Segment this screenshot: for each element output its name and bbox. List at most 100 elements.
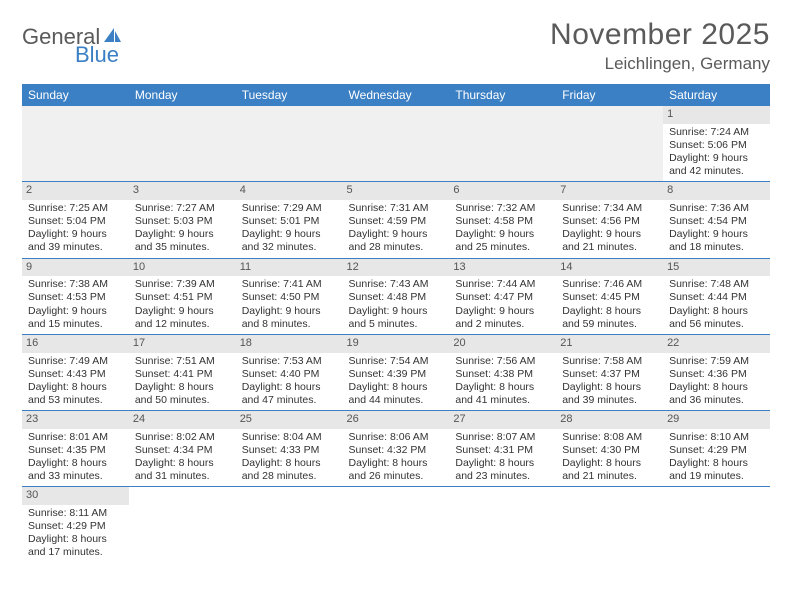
day-number: 15 — [663, 259, 770, 277]
day-number: 28 — [556, 411, 663, 429]
calendar-day: 13Sunrise: 7:44 AMSunset: 4:47 PMDayligh… — [449, 258, 556, 334]
calendar-day: 20 Sunrise: 7:56 AMSunset: 4:38 PMDayligh… — [449, 334, 556, 410]
calendar-day: 7 Sunrise: 7:34 AMSunset: 4:56 PMDaylight… — [556, 182, 663, 258]
day-number: 1 — [663, 106, 770, 124]
day-details: Sunrise: 7:58 AMSunset: 4:37 PMDaylight:… — [562, 355, 657, 408]
day-details: Sunrise: 7:32 AMSunset: 4:58 PMDaylight:… — [455, 202, 550, 255]
location: Leichlingen, Germany — [550, 54, 770, 74]
title-block: November 2025 Leichlingen, Germany — [550, 18, 770, 74]
day-details: Sunrise: 8:08 AMSunset: 4:30 PMDaylight:… — [562, 431, 657, 484]
weekday-header: Thursday — [449, 84, 556, 106]
day-details: Sunrise: 8:01 AMSunset: 4:35 PMDaylight:… — [28, 431, 123, 484]
day-number: 7 — [556, 182, 663, 200]
calendar-day: 22 Sunrise: 7:59 AMSunset: 4:36 PMDayligh… — [663, 334, 770, 410]
calendar-empty — [343, 487, 450, 563]
day-number: 6 — [449, 182, 556, 200]
day-details: Sunrise: 7:46 AMSunset: 4:45 PMDaylight:… — [562, 278, 657, 331]
day-details: Sunrise: 8:11 AMSunset: 4:29 PMDaylight:… — [28, 507, 123, 560]
day-number: 10 — [129, 259, 236, 277]
weekday-header: Friday — [556, 84, 663, 106]
calendar-day: 9Sunrise: 7:38 AMSunset: 4:53 PMDaylight… — [22, 258, 129, 334]
weekday-header: Monday — [129, 84, 236, 106]
day-details: Sunrise: 7:49 AMSunset: 4:43 PMDaylight:… — [28, 355, 123, 408]
calendar-day: 2 Sunrise: 7:25 AMSunset: 5:04 PMDaylight… — [22, 182, 129, 258]
calendar-day: 23 Sunrise: 8:01 AMSunset: 4:35 PMDayligh… — [22, 411, 129, 487]
calendar-day: 28 Sunrise: 8:08 AMSunset: 4:30 PMDayligh… — [556, 411, 663, 487]
day-details: Sunrise: 7:43 AMSunset: 4:48 PMDaylight:… — [349, 278, 444, 331]
calendar-day: 21 Sunrise: 7:58 AMSunset: 4:37 PMDayligh… — [556, 334, 663, 410]
day-number: 21 — [556, 335, 663, 353]
day-details: Sunrise: 7:59 AMSunset: 4:36 PMDaylight:… — [669, 355, 764, 408]
calendar-row: 16 Sunrise: 7:49 AMSunset: 4:43 PMDayligh… — [22, 334, 770, 410]
day-details: Sunrise: 7:36 AMSunset: 4:54 PMDaylight:… — [669, 202, 764, 255]
calendar-day: 4Sunrise: 7:29 AMSunset: 5:01 PMDaylight… — [236, 182, 343, 258]
day-number: 23 — [22, 411, 129, 429]
day-details: Sunrise: 7:56 AMSunset: 4:38 PMDaylight:… — [455, 355, 550, 408]
day-details: Sunrise: 7:54 AMSunset: 4:39 PMDaylight:… — [349, 355, 444, 408]
day-number: 17 — [129, 335, 236, 353]
weekday-header: Saturday — [663, 84, 770, 106]
calendar-row: 30 Sunrise: 8:11 AMSunset: 4:29 PMDayligh… — [22, 487, 770, 563]
day-details: Sunrise: 7:39 AMSunset: 4:51 PMDaylight:… — [135, 278, 230, 331]
day-number: 8 — [663, 182, 770, 200]
weekday-header: Wednesday — [343, 84, 450, 106]
day-details: Sunrise: 7:31 AMSunset: 4:59 PMDaylight:… — [349, 202, 444, 255]
day-details: Sunrise: 7:29 AMSunset: 5:01 PMDaylight:… — [242, 202, 337, 255]
month-title: November 2025 — [550, 18, 770, 52]
calendar-empty — [236, 487, 343, 563]
weekday-header: Tuesday — [236, 84, 343, 106]
day-details: Sunrise: 7:38 AMSunset: 4:53 PMDaylight:… — [28, 278, 123, 331]
day-number: 18 — [236, 335, 343, 353]
day-number: 3 — [129, 182, 236, 200]
day-details: Sunrise: 7:48 AMSunset: 4:44 PMDaylight:… — [669, 278, 764, 331]
day-details: Sunrise: 7:51 AMSunset: 4:41 PMDaylight:… — [135, 355, 230, 408]
header: General November 2025 Leichlingen, Germa… — [22, 18, 770, 74]
day-details: Sunrise: 8:06 AMSunset: 4:32 PMDaylight:… — [349, 431, 444, 484]
day-details: Sunrise: 8:04 AMSunset: 4:33 PMDaylight:… — [242, 431, 337, 484]
calendar-row: 2 Sunrise: 7:25 AMSunset: 5:04 PMDaylight… — [22, 182, 770, 258]
calendar-day: 25 Sunrise: 8:04 AMSunset: 4:33 PMDayligh… — [236, 411, 343, 487]
day-number: 20 — [449, 335, 556, 353]
calendar-day: 11Sunrise: 7:41 AMSunset: 4:50 PMDayligh… — [236, 258, 343, 334]
day-number: 2 — [22, 182, 129, 200]
day-number: 16 — [22, 335, 129, 353]
day-details: Sunrise: 7:41 AMSunset: 4:50 PMDaylight:… — [242, 278, 337, 331]
day-number: 13 — [449, 259, 556, 277]
day-number: 25 — [236, 411, 343, 429]
calendar-day: 19 Sunrise: 7:54 AMSunset: 4:39 PMDayligh… — [343, 334, 450, 410]
calendar-table: SundayMondayTuesdayWednesdayThursdayFrid… — [22, 84, 770, 563]
calendar-day: 16 Sunrise: 7:49 AMSunset: 4:43 PMDayligh… — [22, 334, 129, 410]
calendar-empty — [663, 487, 770, 563]
calendar-day: 24Sunrise: 8:02 AMSunset: 4:34 PMDayligh… — [129, 411, 236, 487]
day-number: 19 — [343, 335, 450, 353]
calendar-day: 15Sunrise: 7:48 AMSunset: 4:44 PMDayligh… — [663, 258, 770, 334]
calendar-row: 23 Sunrise: 8:01 AMSunset: 4:35 PMDayligh… — [22, 411, 770, 487]
day-number: 26 — [343, 411, 450, 429]
calendar-empty — [22, 106, 129, 182]
calendar-day: 14Sunrise: 7:46 AMSunset: 4:45 PMDayligh… — [556, 258, 663, 334]
calendar-day: 26 Sunrise: 8:06 AMSunset: 4:32 PMDayligh… — [343, 411, 450, 487]
day-number: 5 — [343, 182, 450, 200]
calendar-day: 17 Sunrise: 7:51 AMSunset: 4:41 PMDayligh… — [129, 334, 236, 410]
calendar-day: 5 Sunrise: 7:31 AMSunset: 4:59 PMDaylight… — [343, 182, 450, 258]
calendar-empty — [556, 487, 663, 563]
day-details: Sunrise: 7:34 AMSunset: 4:56 PMDaylight:… — [562, 202, 657, 255]
calendar-empty — [343, 106, 450, 182]
day-number: 11 — [236, 259, 343, 277]
day-number: 30 — [22, 487, 129, 505]
calendar-day: 10Sunrise: 7:39 AMSunset: 4:51 PMDayligh… — [129, 258, 236, 334]
day-details: Sunrise: 7:24 AMSunset: 5:06 PMDaylight:… — [669, 126, 764, 179]
calendar-day: 27Sunrise: 8:07 AMSunset: 4:31 PMDayligh… — [449, 411, 556, 487]
day-details: Sunrise: 7:53 AMSunset: 4:40 PMDaylight:… — [242, 355, 337, 408]
calendar-row: 1 Sunrise: 7:24 AMSunset: 5:06 PMDaylight… — [22, 106, 770, 182]
day-number: 14 — [556, 259, 663, 277]
day-number: 24 — [129, 411, 236, 429]
weekday-header: Sunday — [22, 84, 129, 106]
day-details: Sunrise: 8:07 AMSunset: 4:31 PMDaylight:… — [455, 431, 550, 484]
calendar-day: 6 Sunrise: 7:32 AMSunset: 4:58 PMDaylight… — [449, 182, 556, 258]
calendar-day: 30 Sunrise: 8:11 AMSunset: 4:29 PMDayligh… — [22, 487, 129, 563]
day-number: 22 — [663, 335, 770, 353]
calendar-empty — [236, 106, 343, 182]
day-number: 29 — [663, 411, 770, 429]
day-details: Sunrise: 7:25 AMSunset: 5:04 PMDaylight:… — [28, 202, 123, 255]
